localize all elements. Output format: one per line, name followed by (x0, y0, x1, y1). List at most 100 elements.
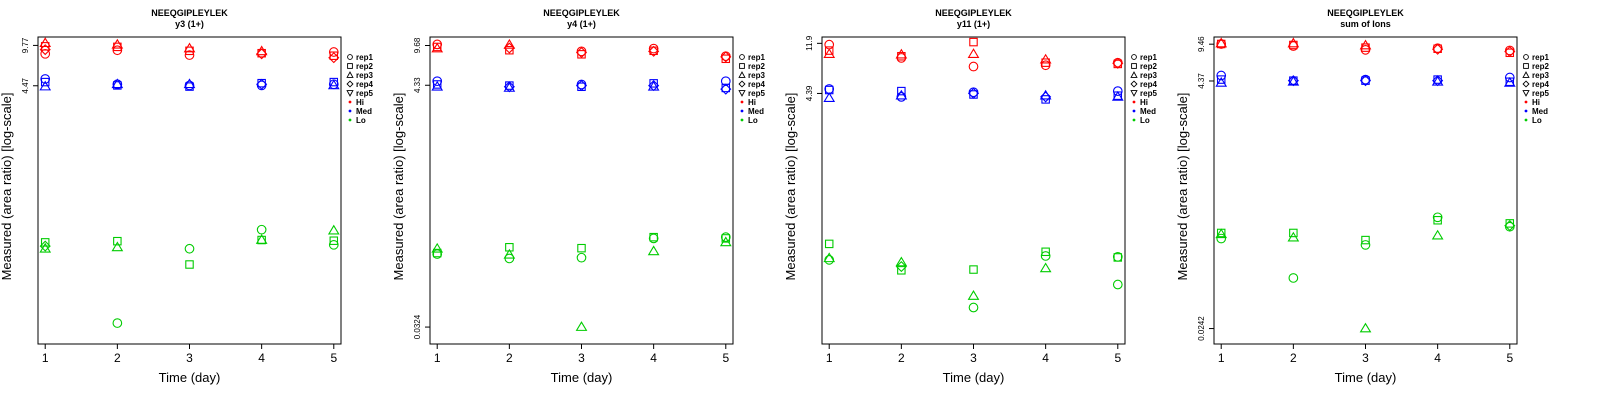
y-axis: 4.39 11.9 (805, 35, 822, 101)
data-point (720, 76, 731, 87)
x-tick-label: 4 (258, 351, 265, 365)
data-point (968, 302, 979, 313)
data-point (328, 47, 339, 57)
data-point (1215, 228, 1228, 239)
x-tick-label: 3 (186, 351, 193, 365)
legend-marker (1522, 71, 1530, 78)
data-point (1216, 70, 1227, 81)
legend-marker-rep3 (1522, 71, 1530, 78)
data-point (1040, 91, 1052, 103)
data-point (577, 82, 586, 92)
x-axis-label: Time (day) (159, 370, 221, 385)
data-point (1112, 279, 1123, 290)
legend-marker-rep5 (1522, 90, 1530, 97)
y-tick-label: 4.33 (413, 77, 422, 93)
plot-frame (821, 36, 1126, 345)
x-tick-label: 5 (1114, 351, 1121, 365)
legend-marker (346, 80, 354, 88)
data-point (967, 290, 980, 300)
x-tick-label: 2 (114, 351, 121, 365)
legend-marker-rep2 (739, 63, 745, 69)
legend-marker (346, 71, 354, 78)
legend-marker (1522, 90, 1530, 97)
x-axis: 1 2 3 4 5 (42, 344, 337, 365)
y-tick-label: 4.37 (1197, 73, 1206, 89)
legend-marker (1131, 54, 1137, 60)
data-point (1359, 322, 1372, 333)
legend-marker (1130, 80, 1138, 88)
data-point (503, 81, 515, 93)
x-tick-label: 5 (1506, 351, 1513, 365)
data-point (575, 80, 588, 92)
legend-label: Hi (748, 98, 756, 107)
data-point (648, 43, 659, 54)
data-point (577, 50, 586, 59)
data-point (505, 45, 514, 55)
data-point (505, 243, 514, 252)
legend-label: Hi (356, 98, 364, 107)
y-tick-label: 9.46 (1197, 36, 1206, 52)
data-point (967, 87, 980, 99)
legend-marker-rep1 (347, 54, 353, 60)
chart-subtitle: y3 (1+) (175, 19, 204, 29)
data-point (720, 232, 731, 243)
data-point (431, 42, 444, 53)
data-point (647, 245, 660, 256)
data-point (1289, 228, 1298, 238)
legend-marker-rep2 (1131, 63, 1137, 69)
data-point (897, 266, 906, 275)
legend-dot-hi (1132, 100, 1136, 104)
data-point (1216, 75, 1226, 84)
data-point (1288, 41, 1299, 51)
data-point (432, 249, 443, 259)
legend-marker-rep3 (1130, 71, 1138, 78)
data-point (1504, 220, 1516, 232)
legend-marker-rep1 (1523, 54, 1529, 60)
legend-marker-rep3 (346, 71, 354, 78)
data-point (1360, 240, 1371, 250)
data-point (895, 256, 908, 267)
data-point (1216, 233, 1227, 244)
legend-label: rep2 (356, 62, 373, 71)
legend-label: rep4 (1140, 80, 1157, 89)
data-point (327, 224, 340, 235)
data-point (1505, 48, 1515, 58)
x-axis: 1 2 3 4 5 (1218, 344, 1513, 365)
data-point (1359, 75, 1372, 87)
data-point (720, 83, 732, 95)
x-axis: 1 2 3 4 5 (826, 344, 1121, 365)
data-point (256, 48, 268, 60)
data-point (1432, 75, 1444, 87)
data-point (39, 240, 51, 252)
data-point (1431, 229, 1444, 240)
legend-label: rep3 (748, 71, 765, 80)
data-point (111, 78, 124, 89)
data-point (720, 51, 732, 63)
legend-marker-rep2 (1523, 63, 1529, 69)
data-point (648, 45, 660, 57)
legend-dot-med (348, 109, 352, 113)
legend-label: rep3 (1532, 71, 1549, 80)
legend-dot-med (1132, 109, 1136, 113)
legend-marker (1130, 90, 1138, 97)
data-point (112, 45, 123, 56)
chart-title: NEEQGIPLEYLEK (1327, 8, 1404, 18)
data-point (823, 92, 836, 102)
legend-marker (1130, 71, 1138, 78)
legend-label: Med (1140, 107, 1156, 116)
legend-label: rep5 (748, 89, 765, 98)
y-axis-label: Measured (area ratio) [log-scale] (1175, 93, 1190, 281)
data-point (1039, 262, 1052, 273)
legend-label: Lo (356, 116, 366, 125)
legend-marker-rep4 (346, 80, 354, 88)
x-tick-label: 2 (506, 351, 513, 365)
data-point (183, 42, 196, 53)
y-tick-label: 9.77 (21, 37, 30, 53)
legend-label: rep5 (356, 89, 373, 98)
data-point (823, 48, 836, 58)
